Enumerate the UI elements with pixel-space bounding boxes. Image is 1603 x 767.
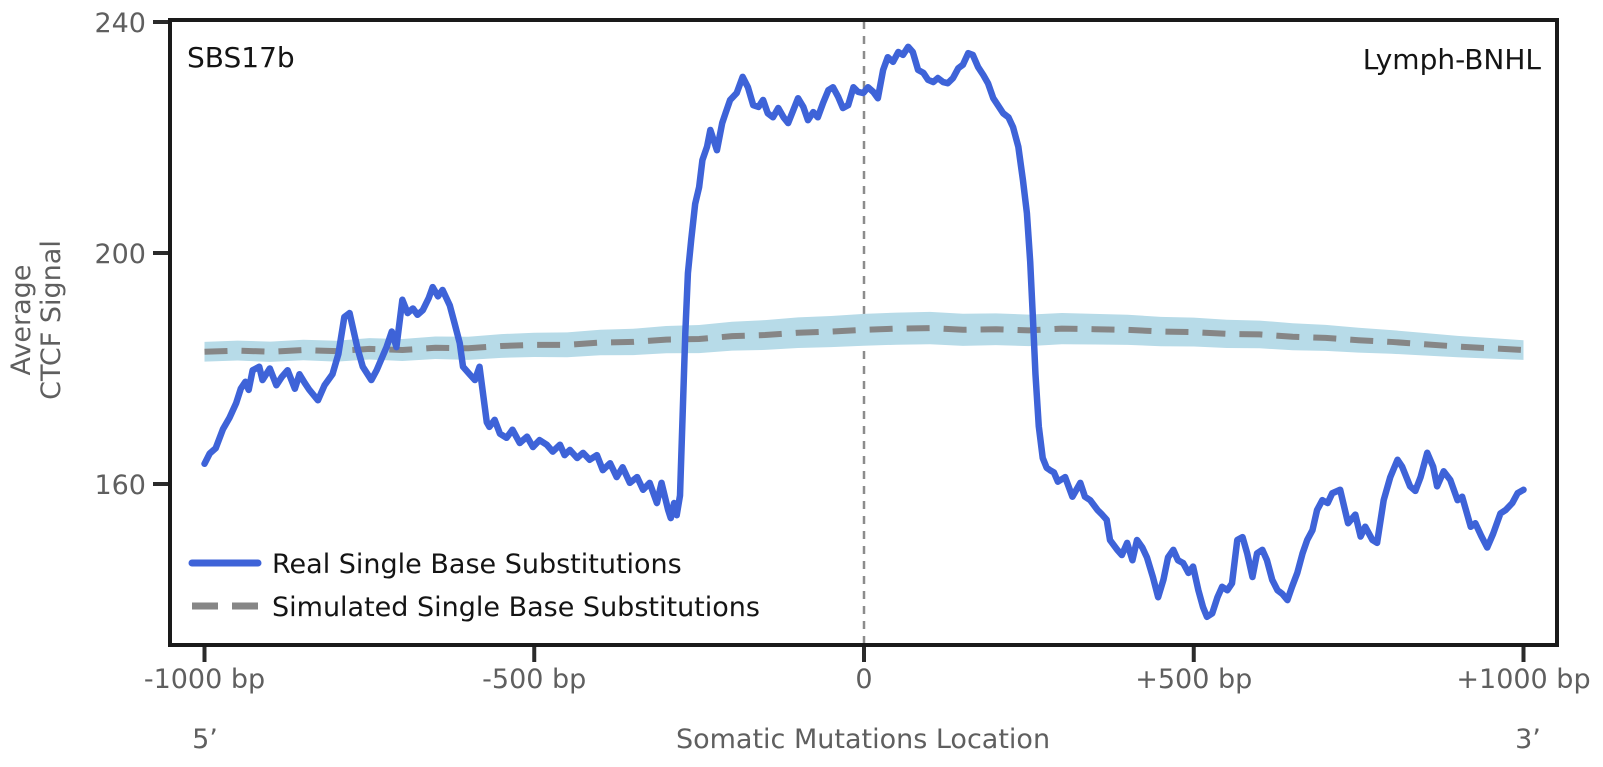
x-tick-label: +1000 bp: [1456, 664, 1590, 695]
legend: Real Single Base Substitutions Simulated…: [188, 549, 760, 623]
y-axis-ticks: 160 200 240: [94, 8, 170, 501]
y-tick-label: 160: [94, 470, 146, 501]
x-tick-label: 0: [855, 664, 872, 695]
real-line-legend-label: Real Single Base Substitutions: [272, 549, 682, 580]
x-tick-label: +500 bp: [1135, 664, 1252, 695]
y-tick-label: 240: [94, 8, 146, 39]
y-axis-title-line2: CTCF Signal: [36, 240, 67, 400]
simulated-confidence-band: [204, 311, 1524, 362]
cancer-type-label: Lymph-BNHL: [1363, 43, 1542, 76]
plot-border: [168, 18, 1559, 647]
x-axis-title: Somatic Mutations Location: [676, 724, 1050, 755]
y-axis-title-line1: Average: [6, 265, 37, 376]
confidence-band: [204, 311, 1524, 362]
x-axis-ticks: -1000 bp -500 bp 0 +500 bp +1000 bp: [144, 645, 1591, 695]
real-line: [201, 43, 1527, 621]
simulated-line-legend-label: Simulated Single Base Substitutions: [272, 592, 760, 623]
signature-label: SBS17b: [187, 41, 295, 74]
y-tick-label: 200: [94, 239, 146, 270]
real-substitutions-line: [201, 43, 1527, 621]
x-tick-label: -1000 bp: [144, 664, 265, 695]
five-prime-label: 5’: [192, 724, 218, 755]
x-tick-label: -500 bp: [482, 664, 586, 695]
three-prime-label: 3’: [1515, 724, 1541, 755]
